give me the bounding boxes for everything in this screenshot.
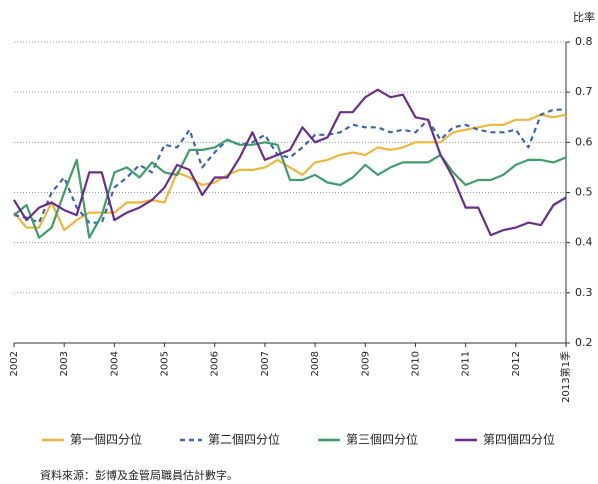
- legend-label: 第二個四分位: [208, 432, 280, 447]
- x-tick-label: 2012: [511, 351, 522, 376]
- x-tick-label: 2009: [360, 351, 371, 376]
- y-tick-label: 0.6: [575, 135, 593, 148]
- legend-label: 第一個四分位: [70, 432, 142, 447]
- source-note: 資料來源：彭博及金管局職員估計數字。: [40, 468, 238, 482]
- y-tick-label: 0.4: [575, 236, 593, 249]
- y-tick-label: 0.2: [575, 336, 593, 349]
- x-tick-label: 2011: [461, 351, 472, 376]
- y-tick-label: 0.7: [575, 85, 593, 98]
- x-tick-label: 2003: [59, 351, 70, 376]
- x-tick-label: 2007: [260, 351, 271, 376]
- x-tick-label: 2010: [410, 351, 421, 376]
- legend-label: 第三個四分位: [346, 432, 418, 447]
- series-line: [13, 108, 566, 224]
- series-line: [13, 88, 567, 237]
- y-axis-label: 比率: [573, 10, 595, 24]
- x-tick-label: 2005: [160, 351, 171, 376]
- x-tick-label: 2002: [9, 351, 20, 376]
- y-tick-label: 0.3: [575, 286, 593, 299]
- x-tick-label: 2013第1季: [559, 351, 572, 403]
- x-tick-label: 2004: [109, 351, 120, 376]
- y-tick-label: 0.5: [575, 186, 593, 199]
- legend-label: 第四個四分位: [483, 432, 555, 447]
- series-line: [13, 138, 567, 239]
- x-tick-label: 2008: [310, 351, 321, 376]
- x-tick-label: 2006: [210, 351, 221, 376]
- y-tick-label: 0.8: [575, 35, 593, 48]
